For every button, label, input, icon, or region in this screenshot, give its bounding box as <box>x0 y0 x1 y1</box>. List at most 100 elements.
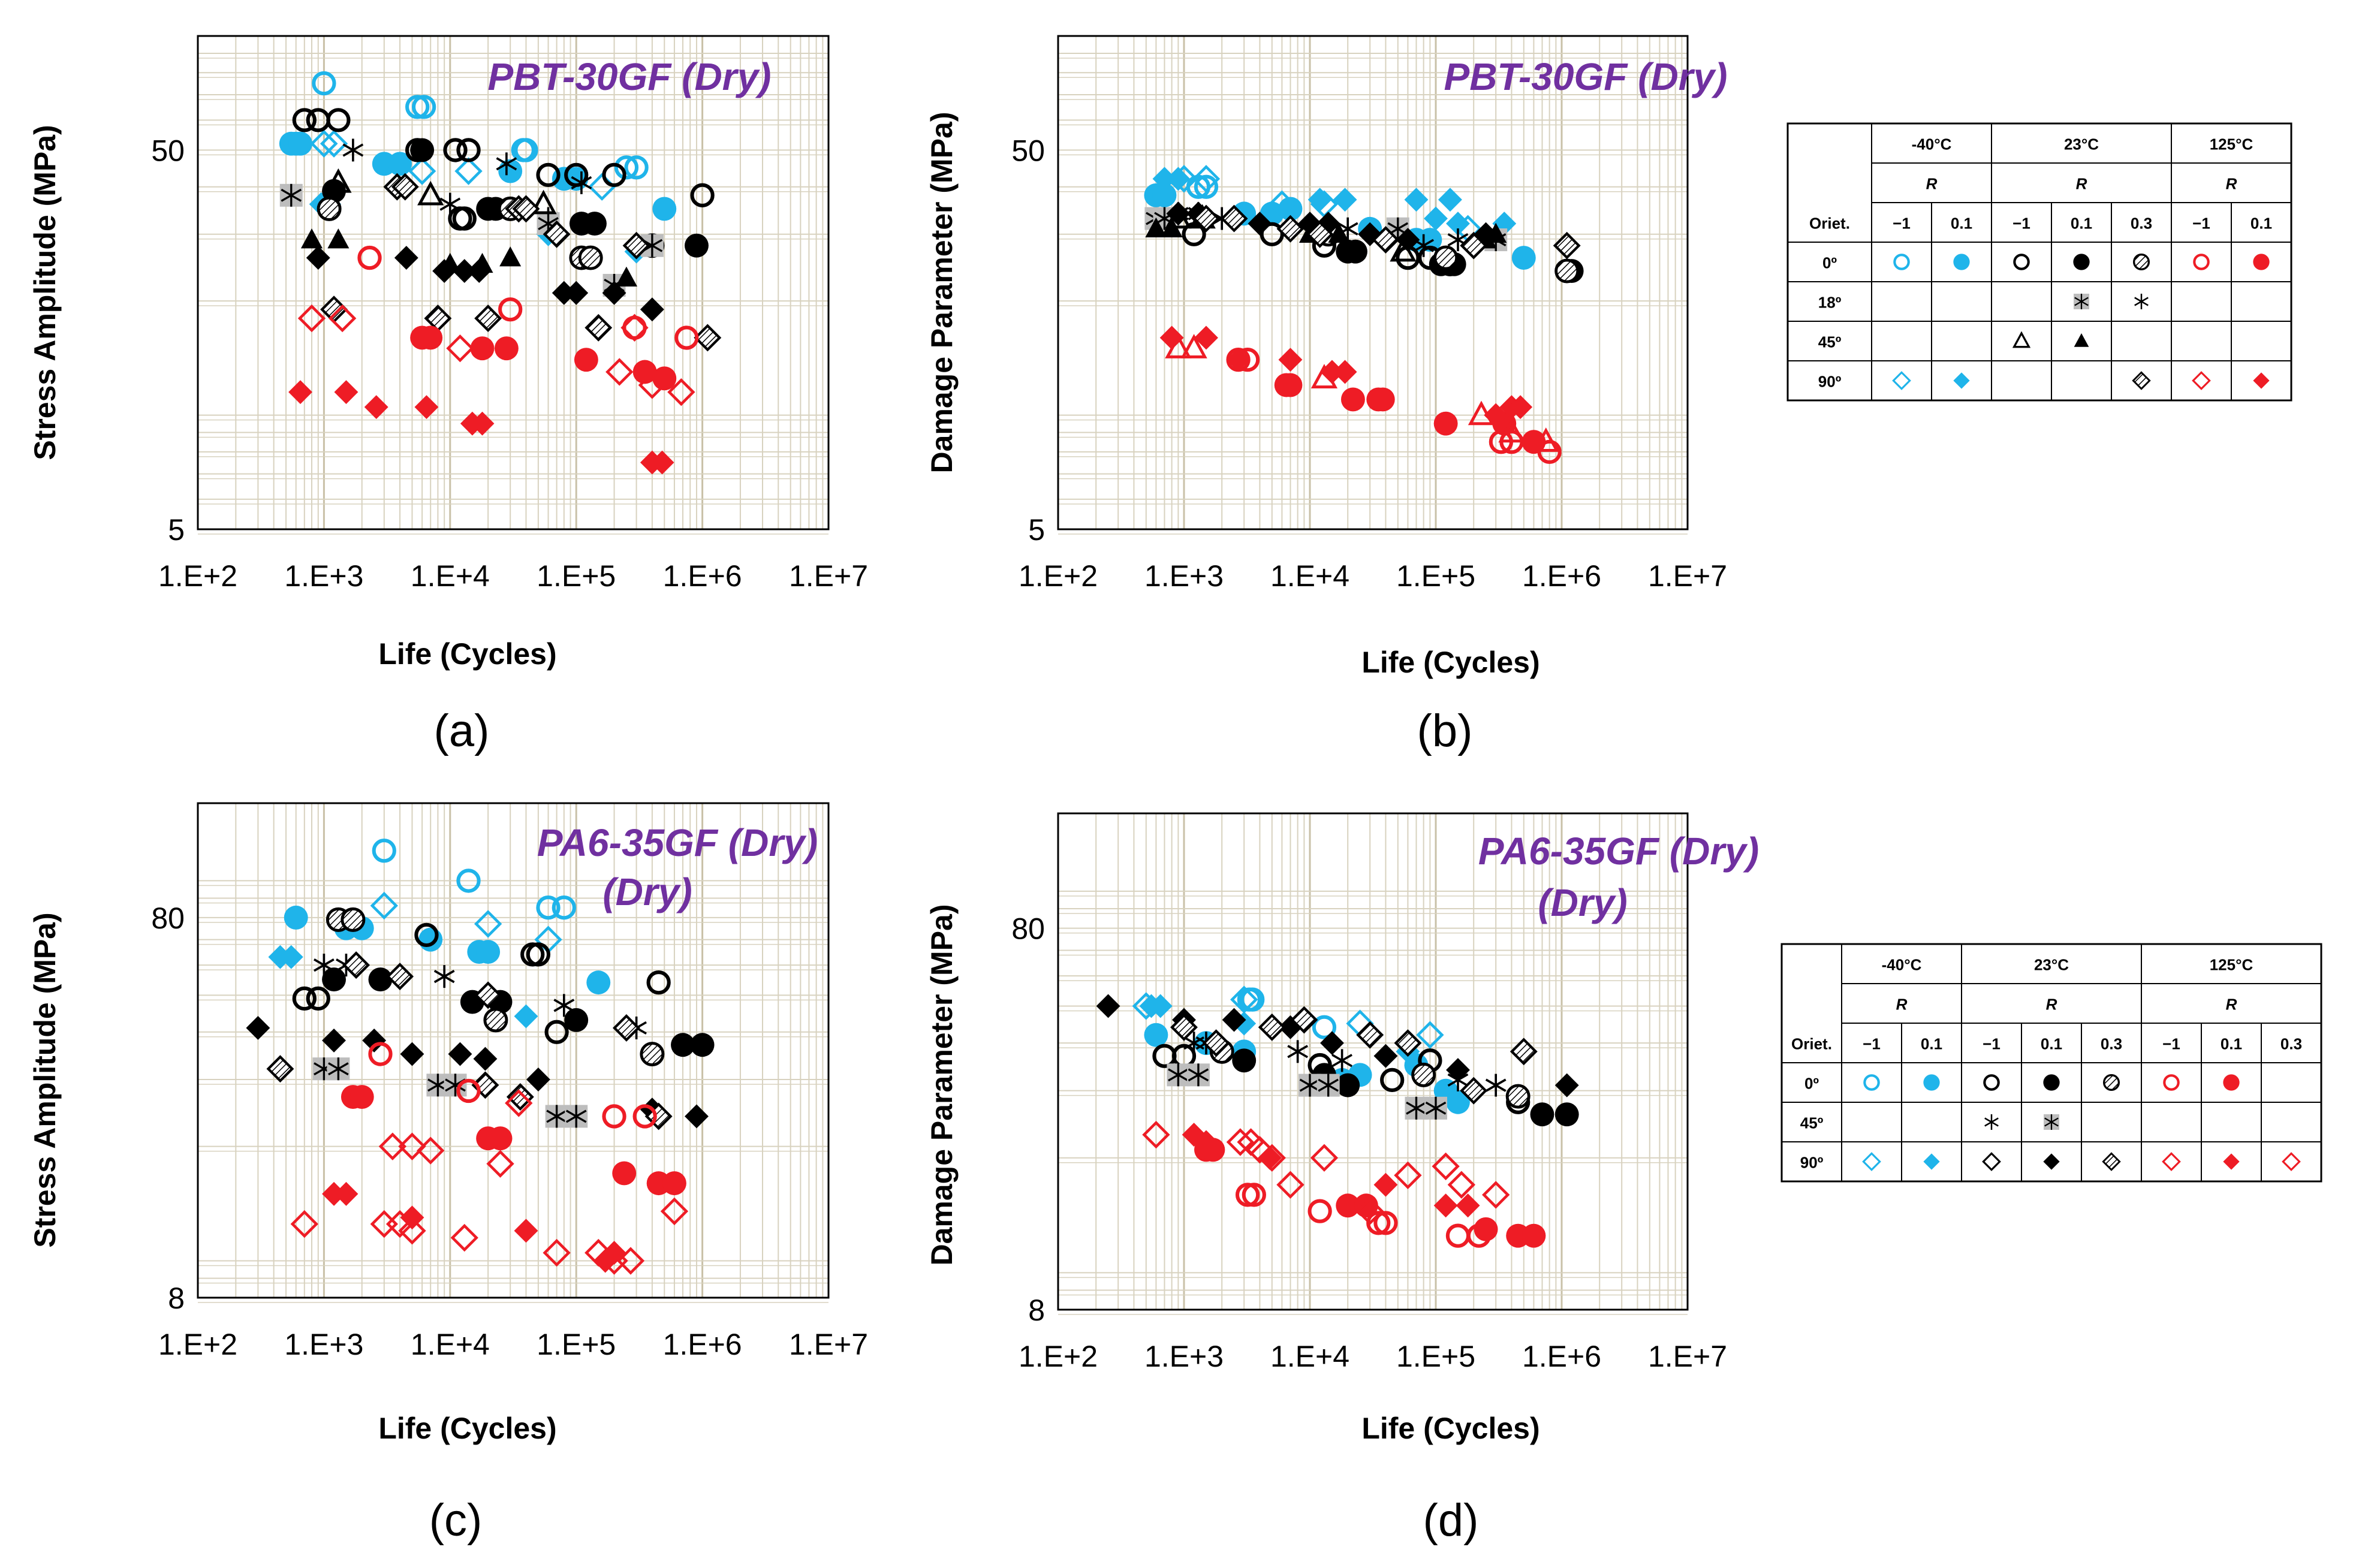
data-point <box>398 1217 426 1245</box>
data-point <box>1278 373 1303 397</box>
data-point <box>417 180 444 206</box>
data-point <box>690 183 715 207</box>
legend-marker <box>2073 254 2090 270</box>
data-point <box>1287 1040 1309 1063</box>
data-point <box>357 245 382 270</box>
chart-title-a: PBT-30GF (Dry) <box>488 55 772 98</box>
data-point <box>368 1042 393 1066</box>
data-point <box>505 1089 533 1117</box>
data-point <box>1424 1096 1447 1120</box>
data-point <box>452 206 477 231</box>
data-point <box>1307 1199 1332 1223</box>
panel-label-c: (c) <box>429 1495 483 1546</box>
data-point <box>1433 1193 1458 1218</box>
data-point <box>1336 1073 1360 1097</box>
data-point <box>364 395 388 420</box>
data-point <box>602 281 626 305</box>
chart-panel-b: PBT-30GF (Dry) Life (Cycles) Damage Para… <box>925 35 1727 756</box>
legend-group-header: 23°C <box>2064 135 2099 153</box>
data-point <box>300 228 323 249</box>
data-point <box>571 171 592 194</box>
data-point <box>632 1104 657 1129</box>
data-point <box>685 233 709 258</box>
data-point <box>418 325 443 350</box>
legend-col-header: 0.1 <box>2250 215 2272 233</box>
legend-border <box>1786 122 2292 402</box>
data-point <box>543 220 571 248</box>
x-axis-label-b: Life (Cycles) <box>1361 646 1539 679</box>
data-point <box>1370 387 1395 412</box>
plot-area-d <box>1057 812 1689 1315</box>
data-point <box>386 963 414 991</box>
legend-group-header: 23°C <box>2034 956 2069 974</box>
data-point <box>1373 1172 1398 1197</box>
data-point <box>1307 188 1332 212</box>
data-point <box>1404 188 1429 212</box>
data-point <box>1394 1161 1422 1190</box>
data-point <box>1446 1090 1470 1114</box>
data-point <box>1554 258 1580 284</box>
chart-title-c: PA6-35GF (Dry) <box>537 821 818 864</box>
data-point <box>418 927 443 952</box>
legend-marker <box>2253 372 2270 389</box>
data-point <box>615 266 637 287</box>
data-point <box>312 71 336 96</box>
legend-marker <box>2193 254 2210 270</box>
data-point <box>1522 1223 1546 1248</box>
data-point <box>612 1161 637 1186</box>
data-point <box>400 1205 424 1230</box>
data-point <box>1485 1074 1507 1097</box>
x-tick-label: 1.E+4 <box>411 1328 490 1361</box>
legend-col-header: −1 <box>2162 1035 2180 1053</box>
data-point <box>496 152 517 176</box>
legend-marker <box>1923 1153 1940 1170</box>
plot-area-c <box>197 802 830 1303</box>
data-point <box>1145 217 1167 238</box>
data-point <box>1312 1015 1337 1039</box>
data-point <box>362 1028 387 1053</box>
legend-row-label: 90º <box>1818 373 1842 391</box>
data-point <box>1505 1084 1531 1109</box>
data-point <box>483 1008 508 1033</box>
y-tick-label: 5 <box>1028 513 1045 547</box>
data-point <box>685 1104 709 1129</box>
data-point <box>1192 165 1221 193</box>
legend-col-header: 0.1 <box>1951 215 1972 233</box>
data-point <box>398 1132 426 1160</box>
legend-marker <box>2102 1152 2121 1171</box>
legend-col-header: 0.1 <box>2071 215 2092 233</box>
data-point <box>674 325 699 350</box>
data-point <box>467 259 492 284</box>
data-point <box>662 1171 686 1196</box>
legend-r-header: R <box>1926 175 1938 193</box>
data-point <box>279 183 303 207</box>
data-point <box>368 967 393 992</box>
data-point <box>1142 1120 1170 1149</box>
legend-row-label: 0º <box>1804 1075 1819 1093</box>
data-point <box>1186 1063 1210 1087</box>
legend-marker <box>1863 1074 1880 1091</box>
x-tick-label: 1.E+2 <box>158 1328 237 1361</box>
legend-marker <box>2223 1153 2240 1170</box>
data-point <box>456 138 481 162</box>
data-point <box>391 173 419 201</box>
data-point <box>1333 360 1357 384</box>
data-point <box>470 336 495 361</box>
chart-panel-c: PA6-35GF (Dry) (Dry) Life (Cycles) Stres… <box>28 802 868 1546</box>
data-point <box>1276 215 1304 243</box>
data-point <box>622 231 650 260</box>
data-point <box>417 1136 445 1165</box>
data-point <box>499 246 522 267</box>
legend-table-pa6: -40°C R 23°C R 125°C R Oriet. −1 0.1 −1 0.1 0.3 −1 0.… <box>1780 943 2322 1183</box>
x-tick-label: 1.E+4 <box>1270 1340 1349 1373</box>
legend-marker <box>1953 372 1970 389</box>
legend-marker <box>2163 1074 2180 1091</box>
legend-marker <box>2074 294 2089 309</box>
legend-marker <box>2253 254 2270 270</box>
data-point <box>288 380 312 405</box>
legend-col-header: −1 <box>1893 215 1911 233</box>
data-point <box>1554 1102 1579 1127</box>
x-tick-label: 1.E+2 <box>158 559 237 593</box>
x-tick-label: 1.E+6 <box>663 559 742 593</box>
